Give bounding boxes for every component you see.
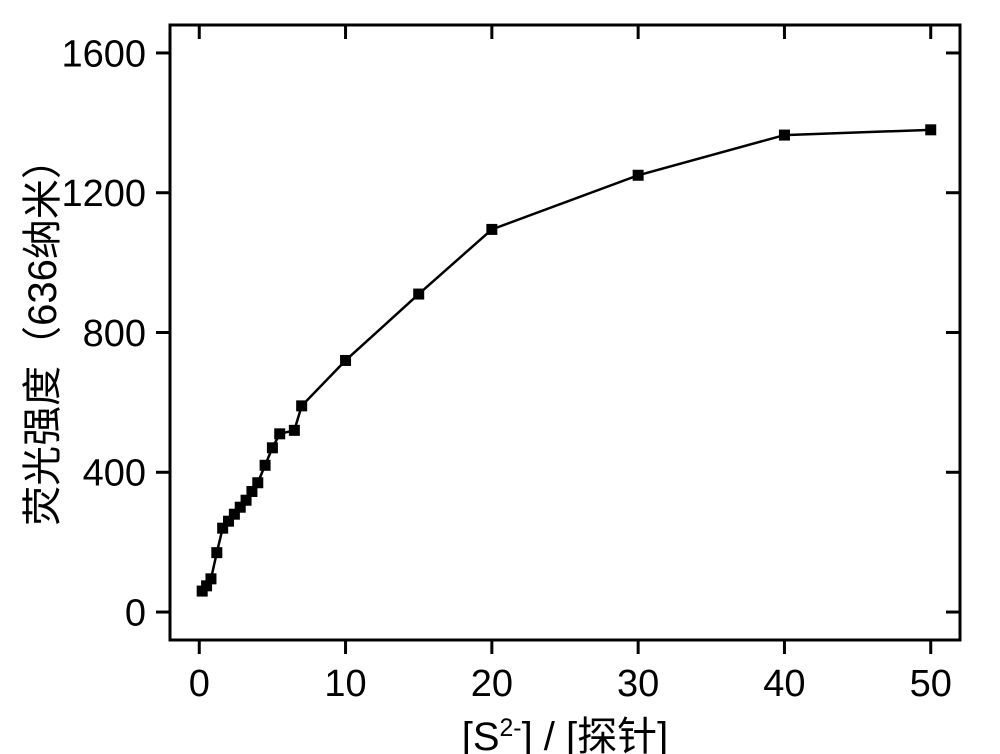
data-marker: [926, 125, 936, 135]
y-tick-label: 1200: [61, 173, 146, 215]
data-marker: [206, 574, 216, 584]
data-marker: [341, 355, 351, 365]
data-marker: [297, 401, 307, 411]
data-marker: [260, 460, 270, 470]
x-tick-label: 50: [910, 663, 952, 705]
data-marker: [633, 170, 643, 180]
x-tick-label: 20: [471, 663, 513, 705]
x-axis-label: [S2-] / [探针]: [462, 715, 669, 754]
x-tick-label: 10: [324, 663, 366, 705]
data-marker: [414, 289, 424, 299]
data-marker: [253, 478, 263, 488]
x-tick-label: 0: [189, 663, 210, 705]
data-marker: [212, 548, 222, 558]
y-tick-label: 800: [83, 313, 146, 355]
y-axis-label: 荧光强度（636纳米）: [21, 139, 65, 526]
chart-svg: 0 10 20 30 40 50 0 400 800 1200 1600 [S2-] / [探针] 荧光…: [0, 0, 1000, 754]
data-marker: [275, 429, 285, 439]
plot-border: [170, 25, 960, 640]
x-tick-label: 30: [617, 663, 659, 705]
data-line: [202, 130, 931, 591]
data-marker: [267, 443, 277, 453]
y-tick-label: 400: [83, 453, 146, 495]
data-marker: [289, 425, 299, 435]
chart-container: 0 10 20 30 40 50 0 400 800 1200 1600 [S2-] / [探针] 荧光…: [0, 0, 1000, 754]
y-tick-label: 1600: [61, 33, 146, 75]
y-tick-label: 0: [125, 592, 146, 634]
x-tick-label: 40: [763, 663, 805, 705]
data-marker: [487, 224, 497, 234]
data-marker: [779, 130, 789, 140]
